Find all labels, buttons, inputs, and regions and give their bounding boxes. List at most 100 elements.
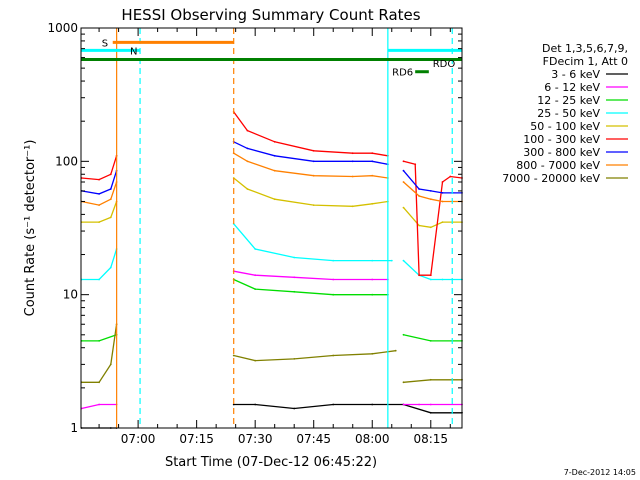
plot-frame	[80, 27, 463, 429]
data-point-300-800-kev	[351, 160, 354, 163]
legend-label-100-300-kev: 100 - 300 keV	[523, 133, 600, 146]
data-point-3-6-kev	[254, 403, 257, 406]
data-point-50-100-kev	[418, 224, 420, 227]
data-point-25-50-kev	[441, 278, 444, 281]
data-point-800-7000-kev	[246, 160, 249, 163]
data-point-3-6-kev	[332, 403, 335, 406]
data-point-6-12-kev	[418, 403, 420, 406]
data-point-7000-20000-kev	[109, 363, 112, 366]
data-point-7000-20000-kev	[332, 354, 335, 357]
flag-label-n: N	[130, 46, 137, 57]
data-point-100-300-kev	[418, 274, 420, 277]
y-axis-label: Count Rate (s⁻¹ detector⁻¹)	[23, 140, 38, 317]
data-point-100-300-kev	[414, 163, 417, 166]
data-point-300-800-kev	[402, 169, 405, 172]
x-tick-label: 07:00	[121, 432, 156, 446]
series-line-25-50-kev-1	[81, 248, 118, 281]
flag-label-rdo: RDO	[433, 59, 456, 70]
data-point-50-100-kev	[351, 205, 354, 208]
data-point-3-6-kev	[429, 411, 432, 414]
data-point-25-50-kev	[390, 259, 393, 262]
legend-label-300-800-kev: 300 - 800 keV	[523, 146, 600, 159]
series-line-100-300-kev-1	[81, 155, 118, 181]
x-axis-label: Start Time (07-Dec-12 06:45:22)	[165, 455, 377, 470]
data-point-300-800-kev	[371, 160, 374, 163]
y-tick-label: 100	[55, 154, 78, 168]
data-point-100-300-kev	[402, 160, 405, 163]
series-line-50-100-kev-1	[81, 201, 118, 223]
data-point-800-7000-kev	[351, 175, 354, 178]
data-point-300-800-kev	[418, 188, 420, 190]
data-point-100-300-kev	[273, 140, 276, 143]
data-point-100-300-kev	[449, 175, 452, 178]
data-point-300-800-kev	[429, 190, 432, 192]
axis-layer: 07:00 07:15 07:30 07:45 08:00 08:15 1 10 100 1000	[47, 21, 462, 446]
data-point-6-12-kev	[98, 403, 100, 406]
data-point-6-12-kev	[371, 278, 374, 281]
series-line-7000-20000-kev-1	[81, 324, 118, 383]
data-point-100-300-kev	[429, 274, 432, 277]
legend-header-line-2: FDecim 1, Att 0	[543, 55, 628, 68]
legend-label-25-50-kev: 25 - 50 keV	[537, 107, 600, 120]
data-point-800-7000-kev	[98, 204, 100, 207]
x-tick-label: 07:45	[296, 432, 331, 446]
data-point-800-7000-kev	[402, 181, 405, 183]
data-point-50-100-kev	[429, 226, 432, 229]
data-point-6-12-kev	[429, 403, 432, 406]
data-point-100-300-kev	[246, 129, 249, 132]
data-point-25-50-kev	[254, 248, 257, 250]
data-point-7000-20000-kev	[98, 381, 100, 384]
data-point-3-6-kev	[232, 403, 235, 406]
legend-header-line-1: Det 1,3,5,6,7,9,	[542, 42, 628, 55]
data-point-100-300-kev	[109, 173, 112, 176]
data-point-50-100-kev	[109, 216, 112, 219]
data-point-300-800-kev	[109, 188, 112, 190]
series-100-300-kev	[80, 111, 463, 277]
series-line-6-12-kev-2	[233, 270, 388, 281]
data-point-25-50-kev	[332, 259, 335, 262]
legend-label-3-6-kev: 3 - 6 keV	[551, 68, 600, 81]
data-point-6-12-kev	[402, 403, 405, 406]
data-point-50-100-kev	[246, 188, 249, 190]
data-point-25-50-kev	[98, 278, 100, 281]
series-300-800-kev	[80, 140, 463, 195]
data-point-6-12-kev	[293, 276, 296, 279]
data-point-100-300-kev	[441, 181, 444, 183]
data-point-7000-20000-kev	[293, 358, 296, 360]
data-point-7000-20000-kev	[254, 359, 257, 362]
data-point-12-25-kev	[332, 293, 335, 296]
data-point-100-300-kev	[371, 152, 374, 155]
data-point-800-7000-kev	[312, 174, 315, 177]
chart-title: HESSI Observing Summary Count Rates	[121, 6, 420, 24]
y-tick-label: 10	[63, 288, 78, 302]
data-point-7000-20000-kev	[371, 352, 374, 355]
series-line-800-7000-kev-1	[81, 181, 118, 206]
data-point-50-100-kev	[98, 221, 100, 224]
y-tick-label: 1	[70, 421, 78, 435]
data-point-800-7000-kev	[418, 195, 420, 197]
data-point-300-800-kev	[312, 160, 315, 163]
legend-label-7000-20000-kev: 7000 - 20000 keV	[502, 172, 600, 185]
flag-label-s: S	[102, 38, 108, 49]
data-point-800-7000-kev	[429, 198, 432, 201]
legend-label-50-100-kev: 50 - 100 keV	[530, 120, 600, 133]
data-point-50-100-kev	[312, 204, 315, 207]
data-point-300-800-kev	[441, 192, 444, 194]
data-point-100-300-kev	[98, 178, 100, 181]
data-point-800-7000-kev	[273, 169, 276, 172]
series-25-50-kev	[80, 222, 463, 281]
data-point-25-50-kev	[371, 259, 374, 262]
data-point-50-100-kev	[402, 206, 405, 209]
data-point-12-25-kev	[371, 293, 374, 296]
data-point-50-100-kev	[441, 221, 444, 224]
flag-layer: S N RD6 RDO	[81, 28, 462, 428]
data-layer	[80, 111, 463, 429]
series-line-25-50-kev-2	[233, 223, 392, 262]
data-point-6-12-kev	[332, 278, 335, 281]
data-point-12-25-kev	[293, 290, 296, 293]
data-point-800-7000-kev	[371, 174, 374, 177]
data-point-800-7000-kev	[441, 200, 444, 203]
series-line-7000-20000-kev-2	[233, 350, 396, 362]
series-50-100-kev	[80, 177, 463, 229]
